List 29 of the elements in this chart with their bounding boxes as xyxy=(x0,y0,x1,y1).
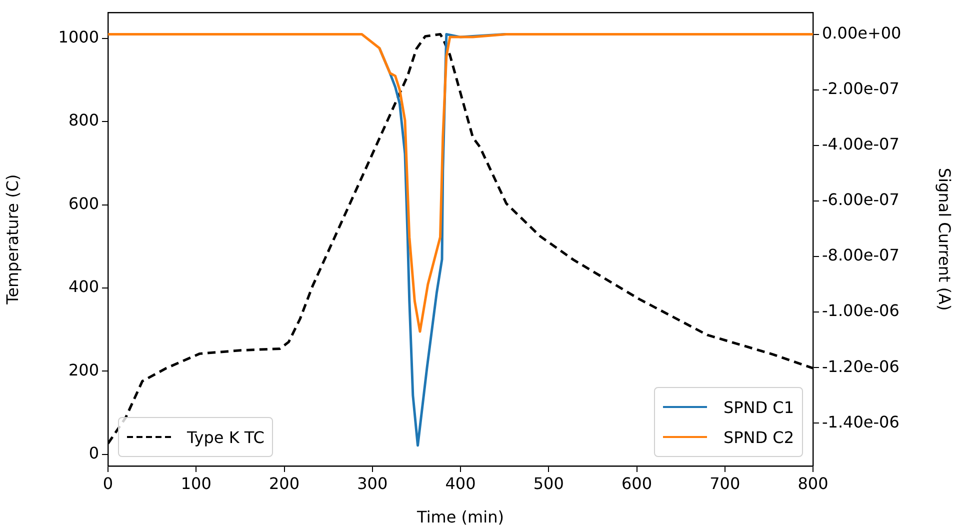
legend-label: SPND C2 xyxy=(723,428,794,446)
y2-tick-label: -1.00e-06 xyxy=(822,301,900,320)
x-tick-label: 200 xyxy=(268,474,300,493)
y2-tick-label: -4.00e-07 xyxy=(822,134,900,154)
y2-tick-label: -2.00e-07 xyxy=(822,78,900,98)
y2-tick-label: -1.20e-06 xyxy=(822,356,900,376)
y-tick-label: 0 xyxy=(88,444,99,463)
x-tick-label: 0 xyxy=(102,474,114,493)
y-tick-label: 800 xyxy=(68,110,99,130)
x-axis-title: Time (min) xyxy=(416,508,504,527)
x-tick-label: 600 xyxy=(621,474,652,493)
y2-tick-label: -8.00e-07 xyxy=(822,246,900,265)
x-tick-label: 300 xyxy=(357,474,388,493)
y-tick-label: 400 xyxy=(68,277,99,296)
y-axis-title: Temperature (C) xyxy=(2,174,22,306)
y2-tick-label: -1.40e-06 xyxy=(822,412,900,432)
y2-tick-label: 0.00e+00 xyxy=(822,23,902,42)
x-tick-label: 700 xyxy=(710,474,740,493)
y2-axis-title: Signal Current (A) xyxy=(935,168,954,311)
y-tick-label: 200 xyxy=(68,360,99,380)
legend-label: SPND C1 xyxy=(723,398,794,416)
x-tick-label: 400 xyxy=(445,474,476,493)
x-tick-label: 500 xyxy=(533,474,564,493)
y-tick-label: 600 xyxy=(68,194,99,213)
y2-tick-label: -6.00e-07 xyxy=(822,190,900,210)
y-tick-label: 1000 xyxy=(58,28,99,47)
x-tick-label: 100 xyxy=(180,474,212,493)
legend-label: Type K TC xyxy=(187,428,264,446)
x-tick-label: 800 xyxy=(798,474,828,493)
